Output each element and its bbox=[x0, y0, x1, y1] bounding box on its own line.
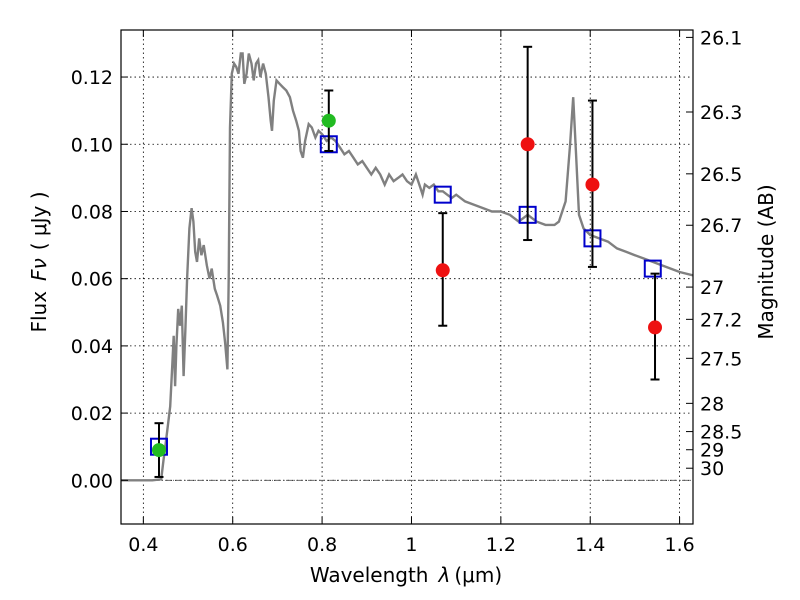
y-tick-label: 0.12 bbox=[71, 67, 113, 89]
mag-tick-label: 27 bbox=[700, 277, 724, 299]
y-tick-label: 0.08 bbox=[71, 201, 113, 223]
y-axis-title: FluxFν( μJy ) bbox=[27, 191, 51, 332]
mag-tick-label: 26.3 bbox=[700, 102, 742, 124]
mag-tick-label: 27.5 bbox=[700, 348, 742, 370]
mag-tick-label: 28.5 bbox=[700, 422, 742, 444]
observed-flux-point bbox=[151, 443, 166, 458]
x-tick-label: 0.4 bbox=[128, 534, 158, 556]
plot-frame bbox=[120, 29, 694, 525]
x-tick-label: 1 bbox=[405, 534, 417, 556]
model-square-marker bbox=[433, 185, 452, 204]
x-tick-label: 1.2 bbox=[486, 534, 516, 556]
mag-tick-label: 26.7 bbox=[700, 215, 742, 237]
x-tick-label: 0.6 bbox=[218, 534, 248, 556]
x-tick-label: 0.8 bbox=[307, 534, 337, 556]
y-tick-label: 0.00 bbox=[71, 470, 113, 492]
y2-axis-title: Magnitude (AB) bbox=[754, 184, 778, 339]
mag-tick-label: 30 bbox=[700, 458, 724, 480]
mag-tick-label: 27.2 bbox=[700, 309, 742, 331]
observed-flux-point bbox=[321, 113, 336, 128]
observed-flux-point bbox=[648, 320, 663, 335]
mag-tick-label: 26.5 bbox=[700, 164, 742, 186]
model-sed-curve bbox=[121, 52, 693, 482]
mag-tick-label: 28 bbox=[700, 393, 724, 415]
x-tick-label: 1.4 bbox=[575, 534, 605, 556]
y-tick-label: 0.04 bbox=[71, 336, 113, 358]
model-square-marker bbox=[643, 259, 662, 278]
y-tick-label: 0.02 bbox=[71, 403, 113, 425]
y-tick-label: 0.06 bbox=[71, 269, 113, 291]
mag-tick-label: 26.1 bbox=[700, 27, 742, 49]
observed-flux-point bbox=[435, 263, 450, 278]
x-tick-label: 1.6 bbox=[664, 534, 694, 556]
observed-flux-point bbox=[585, 177, 600, 192]
x-axis-title: Wavelength λ (μm) bbox=[310, 563, 502, 587]
y-tick-label: 0.10 bbox=[71, 134, 113, 156]
observed-flux-point bbox=[520, 137, 535, 152]
axis-ticks: 0.4 0.6 0.8 1 1.2 1.4 1.6 0.00 0.02 0.04 0.06 0.08 0… bbox=[71, 27, 743, 556]
mag-tick-label: 29 bbox=[700, 440, 724, 462]
data-markers bbox=[149, 45, 663, 478]
grid bbox=[121, 30, 693, 524]
